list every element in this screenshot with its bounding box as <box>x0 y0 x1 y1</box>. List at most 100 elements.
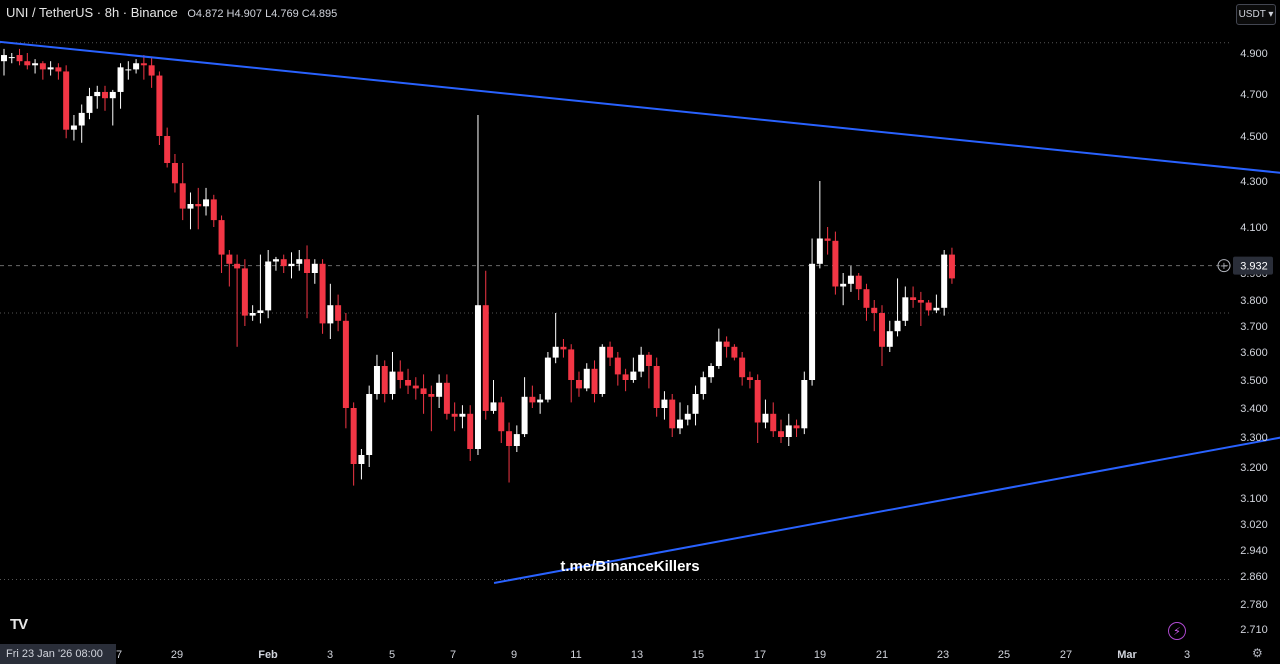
candle-body <box>288 263 295 267</box>
candle-body <box>272 259 279 262</box>
y-tick-label: 3.100 <box>1240 493 1268 505</box>
candle-body <box>428 394 435 397</box>
candle-body <box>824 238 831 241</box>
candle-body <box>544 357 551 400</box>
candle-body <box>109 91 116 99</box>
candle-body <box>676 419 683 429</box>
watermark-text: t.me/BinanceKillers <box>560 558 699 575</box>
trendline-lower <box>493 436 1280 584</box>
y-tick-label: 3.200 <box>1240 462 1268 474</box>
candle-body <box>443 382 450 414</box>
x-tick-label: 11 <box>570 649 581 661</box>
y-tick-label: 3.700 <box>1240 321 1268 333</box>
candle-body <box>1 55 7 62</box>
candle-body <box>614 357 621 375</box>
candle-body <box>70 125 77 130</box>
candle-body <box>708 366 715 378</box>
x-tick-label: 13 <box>631 649 643 661</box>
gear-icon[interactable]: ⚙ <box>1252 646 1263 660</box>
candle-body <box>506 431 513 446</box>
candle-body <box>16 55 23 62</box>
candle-body <box>405 380 412 386</box>
crosshair-date-label: Fri 23 Jan '26 08:00 <box>0 644 116 664</box>
plus-icon-glyph: + <box>1220 261 1228 272</box>
candle-body <box>63 71 70 130</box>
candle-body <box>195 204 202 207</box>
candle-body <box>436 382 443 397</box>
lightning-icon[interactable]: ⚡ <box>1168 622 1186 640</box>
y-tick-label: 2.780 <box>1240 599 1268 611</box>
candle-body <box>467 413 474 449</box>
candle-body <box>474 305 481 449</box>
high-value: H4.907 <box>226 8 262 20</box>
close-value: C4.895 <box>301 8 338 20</box>
x-tick-label: 7 <box>116 649 122 661</box>
y-tick-label: 3.400 <box>1240 403 1268 415</box>
candle-body <box>521 396 528 435</box>
x-tick-label: 29 <box>171 649 183 661</box>
candle-body <box>86 96 93 113</box>
candle-body <box>552 346 559 358</box>
y-tick-label: 4.700 <box>1240 89 1268 101</box>
y-tick-label: 3.300 <box>1240 432 1268 444</box>
candle-body <box>560 346 567 350</box>
x-tick-label: Mar <box>1117 649 1137 661</box>
candle-body <box>366 394 373 455</box>
open-value: O4.872 <box>187 8 224 20</box>
candle-body <box>490 402 497 411</box>
x-tick-label: 27 <box>1060 649 1072 661</box>
candle-body <box>280 259 287 267</box>
candle-body <box>894 320 901 332</box>
candle-body <box>910 297 917 300</box>
candle-body <box>886 331 893 347</box>
y-tick-label: 2.860 <box>1240 571 1268 583</box>
symbol-header: UNI / TetherUS · 8h · Binance O4.872 H4.… <box>6 5 337 20</box>
candle-body <box>622 374 629 380</box>
candle-body <box>832 240 839 287</box>
symbol-title[interactable]: UNI / TetherUS · 8h · Binance <box>6 5 178 20</box>
candle-body <box>568 349 575 380</box>
candle-body <box>583 368 590 389</box>
candle-body <box>948 254 955 279</box>
candle-body <box>164 136 171 163</box>
candle-body <box>607 346 614 358</box>
candle-body <box>482 305 489 411</box>
candle-body <box>941 254 948 308</box>
candle-body <box>754 380 761 423</box>
candle-body <box>179 183 186 209</box>
candle-body <box>840 283 847 287</box>
candle-body <box>762 413 769 423</box>
x-tick-label: 15 <box>692 649 704 661</box>
candle-body <box>700 377 707 394</box>
candle-body <box>319 263 326 324</box>
currency-selector-button[interactable]: USDT ▾ <box>1236 4 1276 25</box>
candle-body <box>645 354 652 366</box>
candle-body <box>140 63 147 66</box>
candle-body <box>78 112 85 126</box>
candle-body <box>591 368 598 394</box>
candle-body <box>296 259 303 264</box>
candle-body <box>24 61 31 66</box>
candle-body <box>575 380 582 389</box>
candle-body <box>125 69 132 71</box>
candle-body <box>94 91 101 97</box>
candle-body <box>723 341 730 347</box>
candle-body <box>350 408 357 464</box>
candle-body <box>420 388 427 394</box>
candle-body <box>684 413 691 420</box>
y-tick-label: 4.300 <box>1240 176 1268 188</box>
plus-circle-icon <box>1217 259 1231 273</box>
candle-body <box>234 263 241 269</box>
candle-body <box>801 380 808 429</box>
candle-body <box>498 402 505 432</box>
candle-body <box>778 431 784 437</box>
candle-body <box>661 399 668 408</box>
current-price-tag <box>1233 256 1273 275</box>
x-tick-label: 3 <box>1184 649 1190 661</box>
y-tick-label: 3.800 <box>1240 295 1268 307</box>
tradingview-logo[interactable]: TV <box>10 616 28 633</box>
candle-body <box>855 275 862 290</box>
candle-body <box>397 371 404 380</box>
x-tick-label: 25 <box>998 649 1010 661</box>
